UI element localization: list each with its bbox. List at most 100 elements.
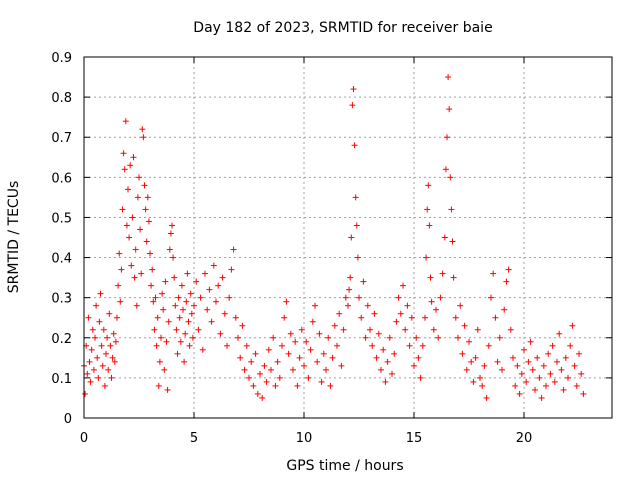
- data-point: [148, 282, 155, 289]
- data-point: [472, 354, 479, 361]
- data-point: [336, 310, 343, 317]
- data-point: [137, 226, 144, 233]
- data-point: [166, 246, 173, 253]
- data-point: [150, 298, 157, 305]
- data-point: [144, 194, 151, 201]
- y-tick-label: 0.2: [51, 332, 72, 347]
- data-point: [154, 314, 161, 321]
- data-point: [208, 318, 215, 325]
- data-point: [117, 298, 124, 305]
- data-point: [187, 290, 194, 297]
- data-point: [243, 342, 250, 349]
- data-point: [490, 270, 497, 277]
- data-point: [106, 310, 113, 317]
- data-point: [235, 334, 241, 341]
- x-tick-label: 10: [296, 431, 313, 446]
- data-point: [417, 374, 424, 381]
- data-point: [549, 342, 556, 349]
- data-point: [373, 354, 380, 361]
- data-point: [516, 390, 523, 397]
- data-point: [164, 386, 171, 393]
- data-point: [170, 254, 177, 261]
- data-point: [439, 270, 446, 277]
- data-point: [534, 354, 541, 361]
- data-point: [466, 338, 472, 345]
- data-point: [479, 382, 486, 389]
- y-tick-label: 0.6: [51, 171, 72, 186]
- data-point: [159, 290, 166, 297]
- data-point: [97, 290, 104, 297]
- data-point: [136, 174, 142, 181]
- data-point: [485, 342, 492, 349]
- data-point: [347, 274, 354, 281]
- data-point: [556, 330, 563, 337]
- data-point: [540, 362, 547, 369]
- data-point: [180, 306, 186, 313]
- data-point: [371, 310, 378, 317]
- data-point: [173, 326, 180, 333]
- data-point: [312, 302, 318, 309]
- data-point: [422, 314, 428, 321]
- data-point: [505, 266, 512, 273]
- data-point: [356, 294, 362, 301]
- data-point: [536, 374, 543, 381]
- data-point: [565, 374, 571, 381]
- data-point: [268, 366, 274, 373]
- data-point: [348, 234, 355, 241]
- data-point: [279, 342, 285, 349]
- data-point: [345, 302, 351, 309]
- data-point: [86, 358, 93, 365]
- data-point: [121, 166, 128, 173]
- data-point: [452, 314, 459, 321]
- data-point: [474, 326, 481, 333]
- data-point: [382, 378, 389, 385]
- data-point: [437, 294, 444, 301]
- chart-title: Day 182 of 2023, SRMTID for receiver bai…: [193, 20, 492, 36]
- data-point: [292, 338, 299, 345]
- data-point: [276, 374, 283, 381]
- x-tick-label: 0: [80, 431, 88, 446]
- data-point: [197, 294, 204, 301]
- data-point: [364, 302, 371, 309]
- data-point: [342, 294, 349, 301]
- y-tick-label: 0.7: [51, 131, 72, 146]
- data-point: [254, 390, 261, 397]
- x-tick-label: 20: [516, 431, 533, 446]
- data-point: [441, 234, 448, 241]
- data-point: [147, 250, 153, 257]
- data-point: [158, 334, 164, 341]
- data-point: [89, 326, 96, 333]
- data-point: [167, 230, 174, 237]
- data-point: [140, 134, 147, 141]
- data-point: [210, 262, 217, 269]
- data-point: [428, 298, 435, 305]
- data-point: [426, 222, 433, 229]
- data-point: [239, 322, 246, 329]
- data-point: [105, 366, 112, 373]
- data-point: [424, 206, 431, 213]
- data-point: [189, 334, 196, 341]
- data-point: [510, 354, 516, 361]
- data-point: [499, 366, 505, 373]
- data-point: [558, 366, 565, 373]
- data-point: [141, 182, 148, 189]
- data-point: [252, 350, 259, 357]
- data-point: [281, 314, 288, 321]
- data-point: [305, 374, 312, 381]
- data-point: [110, 330, 117, 337]
- data-point: [142, 206, 149, 213]
- data-point: [529, 366, 536, 373]
- data-point: [112, 338, 119, 345]
- data-point: [375, 330, 382, 337]
- data-point: [120, 150, 127, 157]
- data-point: [514, 362, 521, 369]
- data-point: [323, 366, 329, 373]
- data-point: [494, 358, 501, 365]
- data-point: [580, 390, 587, 397]
- data-point: [340, 326, 347, 333]
- data-point: [353, 222, 360, 229]
- data-point: [119, 206, 126, 213]
- data-point: [419, 342, 426, 349]
- data-point: [477, 374, 483, 381]
- data-point: [411, 362, 417, 369]
